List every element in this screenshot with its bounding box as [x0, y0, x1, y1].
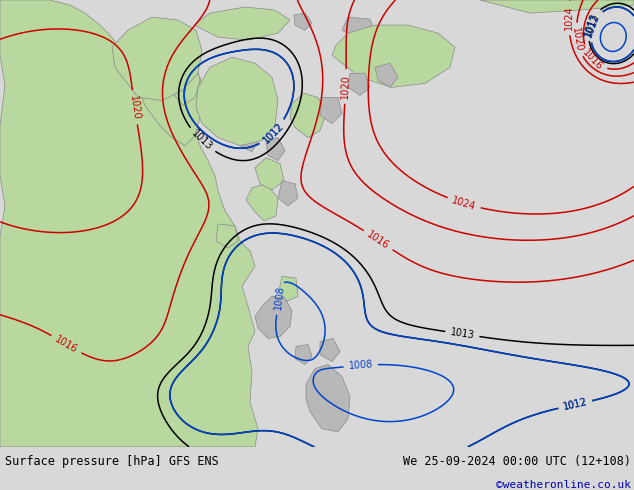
Polygon shape — [294, 13, 312, 30]
Text: 1013: 1013 — [582, 11, 600, 37]
Polygon shape — [112, 17, 202, 100]
Polygon shape — [196, 57, 278, 146]
Text: 1012: 1012 — [261, 121, 285, 145]
Polygon shape — [320, 339, 340, 362]
Polygon shape — [246, 184, 278, 221]
Text: 1020: 1020 — [128, 95, 141, 120]
Text: 1008: 1008 — [273, 285, 286, 311]
Polygon shape — [194, 7, 290, 40]
Text: 1016: 1016 — [365, 229, 391, 251]
Polygon shape — [348, 74, 370, 96]
Text: 1024: 1024 — [451, 195, 477, 212]
Polygon shape — [375, 63, 398, 87]
Polygon shape — [266, 138, 285, 161]
Polygon shape — [320, 98, 342, 123]
Text: 1016: 1016 — [581, 47, 605, 72]
Text: 1008: 1008 — [348, 360, 373, 371]
Polygon shape — [238, 130, 258, 151]
Polygon shape — [290, 94, 326, 138]
Text: 1012: 1012 — [562, 397, 588, 412]
Polygon shape — [480, 0, 634, 13]
Text: 1020: 1020 — [340, 74, 351, 99]
Text: 1012: 1012 — [584, 12, 602, 39]
Text: 1013: 1013 — [450, 327, 476, 341]
Polygon shape — [0, 0, 258, 447]
Text: 1012: 1012 — [584, 12, 602, 39]
Polygon shape — [216, 224, 238, 248]
Polygon shape — [278, 181, 298, 206]
Polygon shape — [255, 296, 292, 339]
Polygon shape — [306, 365, 350, 432]
Text: 1016: 1016 — [53, 334, 79, 355]
Text: 1012: 1012 — [562, 397, 588, 412]
Polygon shape — [342, 17, 375, 40]
Polygon shape — [332, 25, 455, 87]
Text: We 25-09-2024 00:00 UTC (12+108): We 25-09-2024 00:00 UTC (12+108) — [403, 456, 631, 468]
Polygon shape — [295, 344, 312, 365]
Text: 1012: 1012 — [261, 121, 285, 145]
Text: Surface pressure [hPa] GFS ENS: Surface pressure [hPa] GFS ENS — [5, 456, 219, 468]
Text: 1013: 1013 — [190, 128, 214, 153]
Polygon shape — [142, 55, 205, 146]
Text: 1024: 1024 — [564, 5, 574, 30]
Polygon shape — [279, 276, 298, 301]
Text: 1020: 1020 — [570, 27, 585, 53]
Polygon shape — [255, 158, 284, 190]
Text: ©weatheronline.co.uk: ©weatheronline.co.uk — [496, 480, 631, 490]
Polygon shape — [170, 55, 200, 105]
